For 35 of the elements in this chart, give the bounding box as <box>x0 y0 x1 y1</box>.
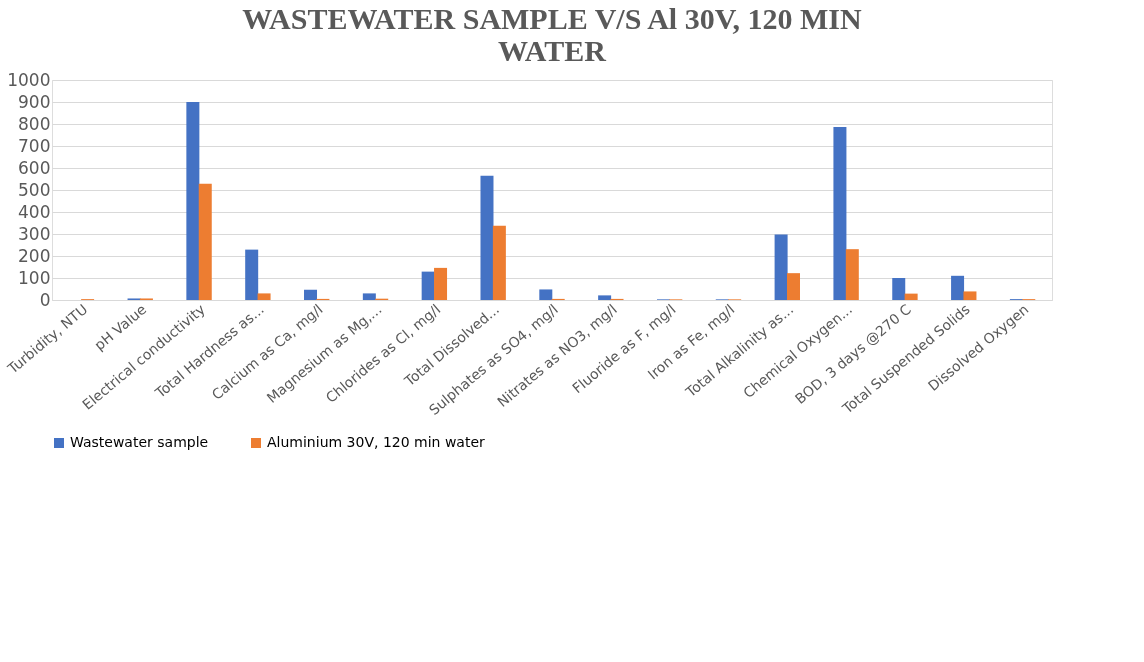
bar <box>304 289 318 300</box>
y-tick-label: 700 <box>18 135 51 156</box>
bar <box>245 249 259 300</box>
y-tick-label: 400 <box>18 201 51 222</box>
y-tick-label: 800 <box>18 113 51 134</box>
y-tick-label: 500 <box>18 179 51 200</box>
bar <box>904 293 918 300</box>
y-tick-label: 100 <box>18 267 51 288</box>
bar <box>539 289 553 300</box>
bar <box>421 271 435 300</box>
y-tick-label: 300 <box>18 223 51 244</box>
bar <box>434 267 448 300</box>
y-tick-label: 1000 <box>7 69 51 90</box>
text: WATER <box>498 34 606 67</box>
bar <box>963 291 977 300</box>
text: WASTEWATER SAMPLE V/S Al 30V, 120 MIN <box>242 2 862 35</box>
bar <box>786 273 800 300</box>
y-tick-label: 0 <box>39 289 51 310</box>
y-tick-label: 600 <box>18 157 51 178</box>
bar <box>480 175 494 300</box>
legend-label: Wastewater sample <box>70 434 209 450</box>
bar <box>774 234 788 300</box>
bar <box>845 249 859 300</box>
bar <box>186 102 200 300</box>
legend-label: Aluminium 30V, 120 min water <box>267 434 486 450</box>
bar <box>951 275 965 300</box>
bar <box>257 293 271 300</box>
y-tick-label: 200 <box>18 245 51 266</box>
bar <box>492 225 506 300</box>
bar <box>362 293 376 300</box>
bar <box>198 183 212 300</box>
bar <box>833 127 847 300</box>
y-tick-label: 900 <box>18 91 51 112</box>
bar <box>892 278 906 300</box>
bar <box>598 295 612 300</box>
